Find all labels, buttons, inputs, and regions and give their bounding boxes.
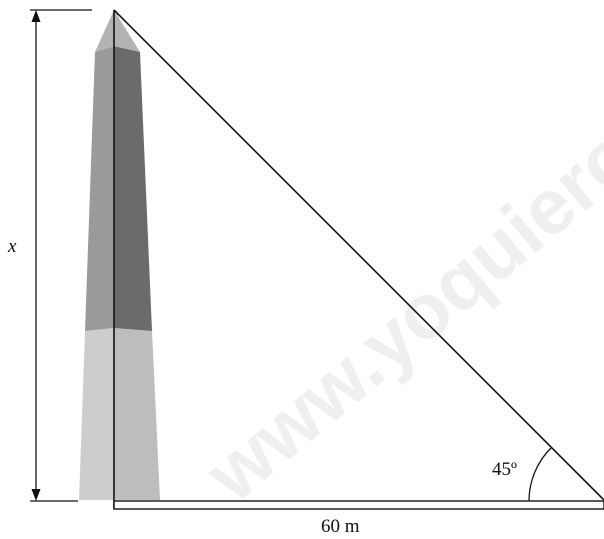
obelisk <box>79 10 160 500</box>
height-label: x <box>7 236 17 257</box>
height-dimension <box>30 9 92 502</box>
watermark-text: www.yoquiero <box>189 110 604 519</box>
triangle-hypotenuse <box>113 9 604 501</box>
angle-label: 45º <box>492 459 517 480</box>
watermark: www.yoquiero <box>189 110 604 519</box>
angle-arc <box>528 447 552 502</box>
obelisk-upper-left-face <box>85 46 114 331</box>
triangle-base <box>113 500 604 510</box>
height-arrow-head-bottom <box>31 489 41 501</box>
base-label: 60 m <box>321 516 360 537</box>
height-arrow-head-top <box>31 10 41 22</box>
obelisk-tip <box>95 10 140 52</box>
right-triangle <box>113 9 604 510</box>
obelisk-lower-right-face <box>114 328 160 500</box>
obelisk-lower-left-face <box>79 328 114 500</box>
obelisk-upper-right-face <box>114 46 152 331</box>
